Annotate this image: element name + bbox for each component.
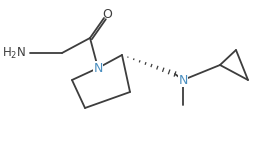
Text: N: N bbox=[93, 62, 103, 74]
Text: H$_2$N: H$_2$N bbox=[2, 45, 26, 60]
Text: O: O bbox=[102, 8, 112, 21]
Text: N: N bbox=[178, 73, 188, 87]
